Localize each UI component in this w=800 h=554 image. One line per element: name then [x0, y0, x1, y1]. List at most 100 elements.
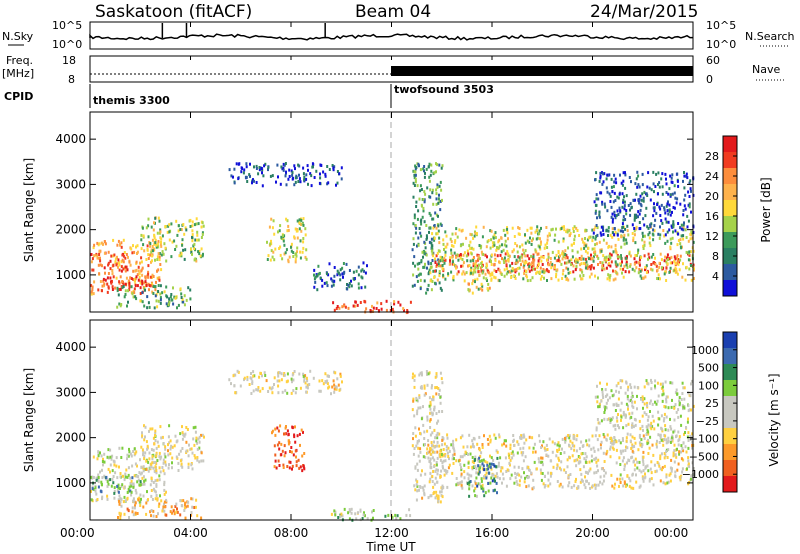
power-cell [298, 177, 301, 181]
velocity-cell [626, 446, 629, 450]
velocity-cell [127, 509, 130, 513]
velocity-cell [179, 459, 182, 463]
power-cell [545, 226, 548, 229]
power-cell [609, 264, 612, 268]
velocity-cell [551, 450, 554, 454]
velocity-cell [445, 445, 448, 448]
velocity-cell [501, 481, 503, 485]
power-cell [482, 253, 485, 256]
velocity-cell [193, 443, 196, 447]
power-cell [138, 275, 141, 279]
power-cell [436, 278, 439, 282]
power-cell [682, 223, 685, 227]
power-cell [133, 291, 136, 295]
velocity-cell [441, 495, 444, 499]
velocity-cell [466, 445, 469, 449]
power-cell [507, 237, 509, 241]
velocity-cell [592, 446, 595, 450]
velocity-cell [439, 458, 442, 462]
velocity-cell [334, 371, 337, 375]
power-cell [326, 165, 329, 168]
power-cell [623, 204, 626, 208]
velocity-cell [116, 484, 119, 488]
power-cell [150, 225, 153, 229]
power-cell [197, 238, 200, 242]
power-cell [635, 177, 638, 181]
power-cell [539, 247, 542, 251]
power-cell [416, 244, 418, 248]
power-cell [539, 266, 542, 270]
velocity-cell [484, 491, 487, 495]
velocity-cell [642, 455, 645, 459]
velocity-cell [278, 447, 281, 451]
velocity-cell [361, 517, 364, 520]
power-cell [677, 239, 680, 242]
power-cell [637, 261, 640, 265]
power-cell [611, 217, 614, 221]
velocity-cell [573, 444, 576, 448]
power-cell [453, 240, 456, 244]
power-cell [375, 307, 378, 310]
power-cell [682, 234, 685, 238]
power-cell [191, 239, 194, 243]
power-cell [266, 240, 268, 244]
velocity-cell [138, 483, 141, 487]
power-cell [413, 184, 416, 187]
power-cell [419, 272, 422, 276]
power-cell [393, 300, 396, 304]
power-cell [104, 242, 107, 246]
power-cell [345, 262, 348, 266]
power-cell [194, 238, 197, 242]
velocity-cell [604, 394, 607, 398]
power-colorbar-swatch [723, 136, 737, 153]
power-cell [647, 257, 649, 261]
power-cell [439, 259, 442, 263]
power-cell [664, 255, 667, 259]
velocity-cell [572, 436, 575, 440]
velocity-cell [298, 432, 301, 436]
velocity-cell [629, 383, 632, 387]
velocity-cell [198, 440, 201, 444]
velocity-cell [99, 470, 101, 474]
power-cell [523, 263, 526, 267]
velocity-cell [520, 451, 523, 455]
power-cell [599, 248, 602, 252]
power-cell [294, 176, 297, 180]
power-cell [531, 276, 534, 280]
velocity-cell [605, 438, 608, 442]
power-cell [693, 267, 695, 271]
power-cell [676, 243, 679, 247]
power-cell [423, 265, 426, 269]
power-cell [466, 249, 469, 253]
power-cell [614, 199, 617, 202]
velocity-cell [632, 486, 635, 490]
velocity-cell [140, 445, 143, 449]
velocity-cell [491, 473, 494, 477]
velocity-cell [543, 485, 546, 489]
power-cell [600, 249, 603, 253]
power-cell [269, 242, 272, 246]
power-cell [614, 231, 617, 234]
power-cell [689, 258, 691, 262]
power-cell [606, 173, 609, 177]
power-cell [423, 190, 426, 194]
power-cell [665, 204, 668, 208]
velocity-cell [163, 500, 166, 504]
power-cell [366, 264, 368, 268]
power-cell [429, 195, 432, 199]
velocity-cell [95, 478, 98, 482]
velocity-cell [654, 379, 657, 383]
velocity-cell [113, 496, 116, 500]
velocity-cell [163, 480, 166, 484]
velocity-cell [614, 427, 617, 431]
power-cell [192, 244, 195, 248]
power-cell [546, 234, 549, 238]
power-cell [486, 279, 488, 282]
velocity-cell [464, 450, 467, 454]
velocity-cell [424, 455, 427, 459]
power-cell [477, 287, 480, 291]
power-cell [361, 276, 364, 280]
velocity-cell [111, 469, 114, 473]
power-cell [611, 235, 614, 239]
